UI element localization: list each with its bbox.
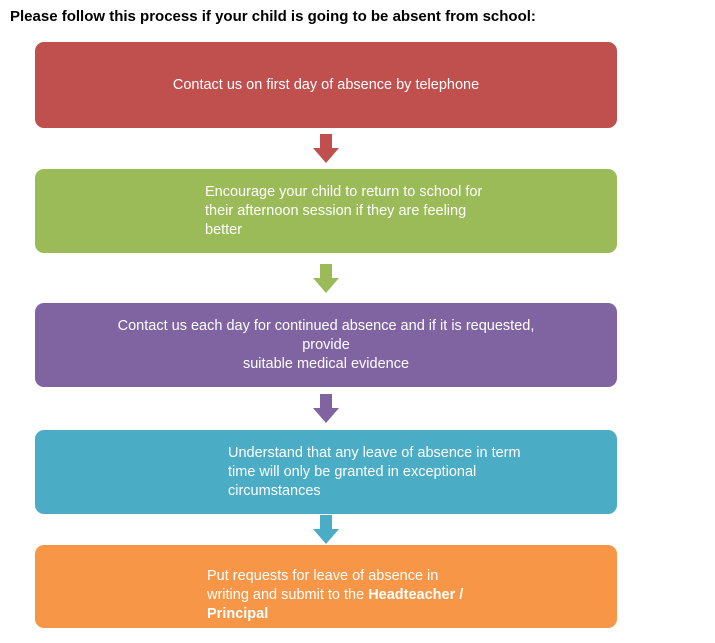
connector-row-3 (35, 387, 617, 430)
absence-process-flowchart: Contact us on first day of absence by te… (35, 42, 617, 628)
down-arrow-icon (313, 515, 339, 544)
step-box-leave-exceptional: Understand that any leave of absence in … (35, 430, 617, 514)
connector-row-1 (35, 128, 617, 169)
step-text-contact-first-day: Contact us on first day of absence by te… (172, 76, 480, 93)
connector-row-2 (35, 253, 617, 303)
down-arrow-icon (313, 394, 339, 423)
connector-row-4 (35, 514, 617, 545)
down-arrow-icon (313, 134, 339, 163)
flowchart-page: Please follow this process if your child… (10, 8, 617, 628)
step-box-contact-each-day: Contact us each day for continued absenc… (35, 303, 617, 387)
step-box-request-in-writing: Put requests for leave of absence in wri… (35, 545, 617, 628)
page-title: Please follow this process if your child… (10, 8, 536, 25)
step-box-encourage-return: Encourage your child to return to school… (35, 169, 617, 253)
step-box-contact-first-day: Contact us on first day of absence by te… (35, 42, 617, 128)
step-text-encourage-return: Encourage your child to return to school… (205, 183, 483, 238)
step-text-leave-exceptional: Understand that any leave of absence in … (228, 444, 521, 499)
down-arrow-icon (313, 263, 339, 293)
step-text-contact-each-day: Contact us each day for continued absenc… (117, 317, 535, 372)
step-text-request-in-writing: Put requests for leave of absence in wri… (207, 568, 464, 622)
